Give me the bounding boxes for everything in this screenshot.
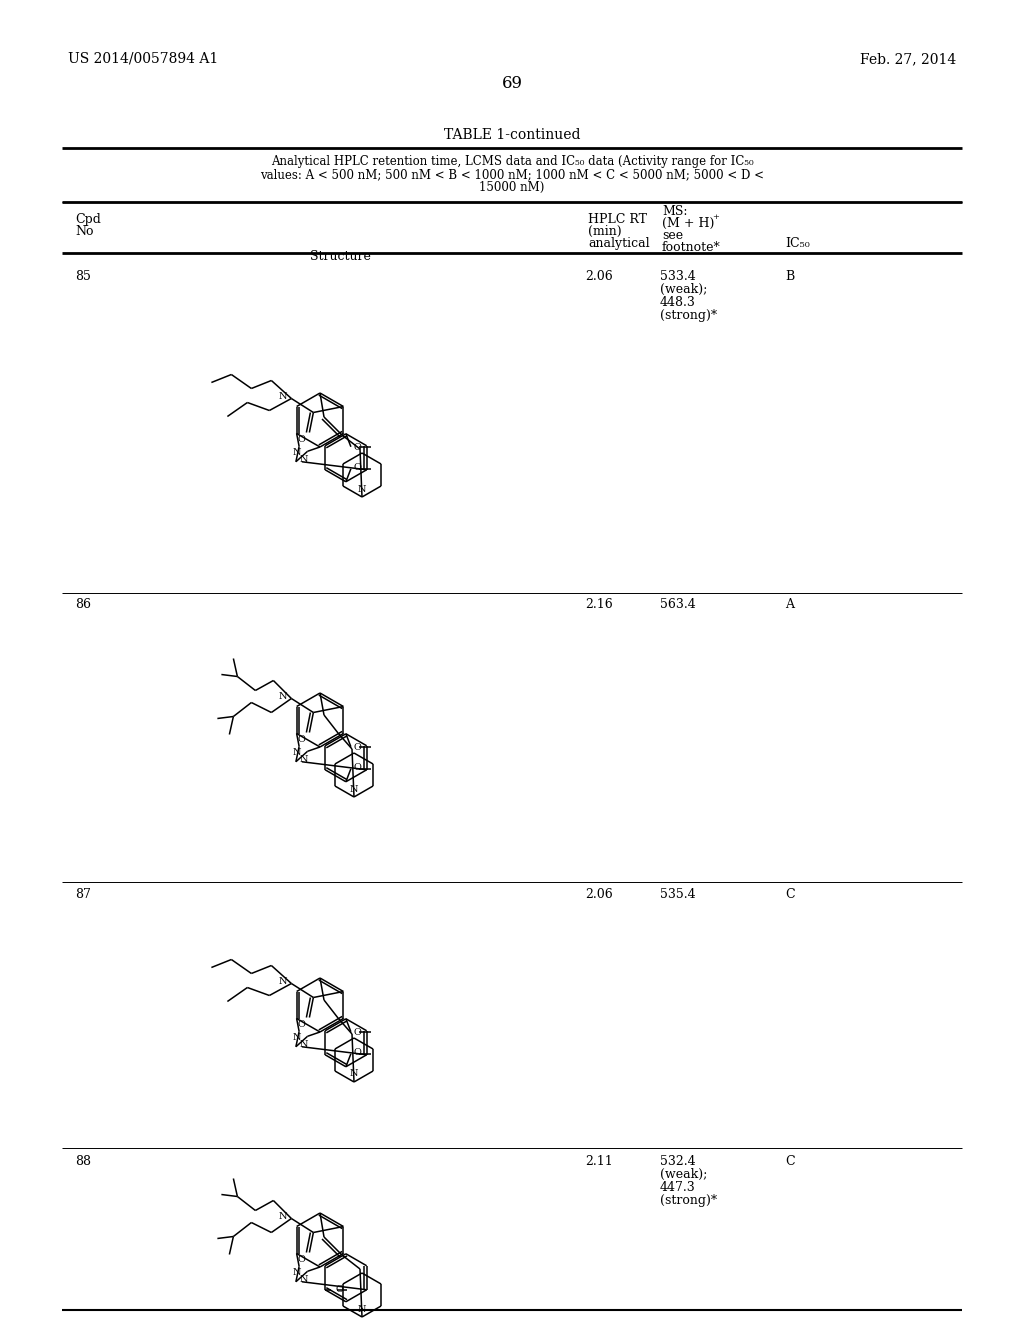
Text: 535.4: 535.4 bbox=[660, 888, 695, 902]
Text: Structure: Structure bbox=[309, 249, 371, 263]
Text: O: O bbox=[354, 743, 361, 752]
Text: see: see bbox=[662, 228, 683, 242]
Text: IC₅₀: IC₅₀ bbox=[785, 238, 810, 249]
Text: 2.06: 2.06 bbox=[585, 888, 612, 902]
Text: (strong)*: (strong)* bbox=[660, 1195, 717, 1206]
Text: 2.06: 2.06 bbox=[585, 271, 612, 282]
Text: 88: 88 bbox=[75, 1155, 91, 1168]
Text: N: N bbox=[279, 692, 288, 701]
Text: C: C bbox=[785, 888, 795, 902]
Text: values: A < 500 nM; 500 nM < B < 1000 nM; 1000 nM < C < 5000 nM; 5000 < D <: values: A < 500 nM; 500 nM < B < 1000 nM… bbox=[260, 168, 764, 181]
Text: N: N bbox=[357, 484, 367, 494]
Text: O: O bbox=[297, 1020, 305, 1030]
Text: N: N bbox=[279, 977, 288, 986]
Text: HPLC RT: HPLC RT bbox=[588, 213, 647, 226]
Text: MS:: MS: bbox=[662, 205, 687, 218]
Text: 2.11: 2.11 bbox=[585, 1155, 612, 1168]
Text: A: A bbox=[785, 598, 794, 611]
Text: 532.4: 532.4 bbox=[660, 1155, 695, 1168]
Text: 533.4: 533.4 bbox=[660, 271, 695, 282]
Text: No: No bbox=[75, 224, 93, 238]
Text: 15000 nM): 15000 nM) bbox=[479, 181, 545, 194]
Text: Feb. 27, 2014: Feb. 27, 2014 bbox=[860, 51, 956, 66]
Text: N: N bbox=[350, 1069, 358, 1078]
Text: 2.16: 2.16 bbox=[585, 598, 612, 611]
Text: O: O bbox=[354, 463, 361, 473]
Text: N: N bbox=[357, 1304, 367, 1313]
Text: O: O bbox=[297, 735, 305, 744]
Text: O: O bbox=[354, 763, 361, 772]
Text: N: N bbox=[279, 1212, 288, 1221]
Text: 86: 86 bbox=[75, 598, 91, 611]
Text: O: O bbox=[354, 444, 361, 453]
Text: O: O bbox=[354, 1028, 361, 1038]
Text: footnote*: footnote* bbox=[662, 242, 721, 253]
Text: N: N bbox=[279, 392, 288, 401]
Text: 448.3: 448.3 bbox=[660, 296, 696, 309]
Text: 87: 87 bbox=[75, 888, 91, 902]
Text: 69: 69 bbox=[502, 75, 522, 92]
Text: (M + H): (M + H) bbox=[662, 216, 715, 230]
Text: N: N bbox=[300, 1275, 308, 1284]
Text: 85: 85 bbox=[75, 271, 91, 282]
Text: N: N bbox=[293, 447, 301, 457]
Text: Cpd: Cpd bbox=[75, 213, 101, 226]
Text: O: O bbox=[335, 1286, 343, 1295]
Text: (min): (min) bbox=[588, 224, 622, 238]
Text: US 2014/0057894 A1: US 2014/0057894 A1 bbox=[68, 51, 218, 66]
Text: +: + bbox=[712, 213, 719, 220]
Text: (weak);: (weak); bbox=[660, 1168, 708, 1181]
Text: C: C bbox=[785, 1155, 795, 1168]
Text: (strong)*: (strong)* bbox=[660, 309, 717, 322]
Text: (weak);: (weak); bbox=[660, 282, 708, 296]
Text: analytical: analytical bbox=[588, 238, 649, 249]
Text: B: B bbox=[785, 271, 795, 282]
Text: N: N bbox=[293, 748, 301, 756]
Text: N: N bbox=[350, 784, 358, 793]
Text: N: N bbox=[300, 755, 308, 764]
Text: N: N bbox=[300, 455, 308, 465]
Text: 563.4: 563.4 bbox=[660, 598, 695, 611]
Text: 447.3: 447.3 bbox=[660, 1181, 695, 1195]
Text: O: O bbox=[297, 436, 305, 444]
Text: N: N bbox=[293, 1267, 301, 1276]
Text: O: O bbox=[354, 1048, 361, 1057]
Text: N: N bbox=[293, 1032, 301, 1041]
Text: Analytical HPLC retention time, LCMS data and IC₅₀ data (Activity range for IC₅₀: Analytical HPLC retention time, LCMS dat… bbox=[270, 154, 754, 168]
Text: TABLE 1-continued: TABLE 1-continued bbox=[443, 128, 581, 143]
Text: O: O bbox=[297, 1255, 305, 1265]
Text: N: N bbox=[300, 1040, 308, 1049]
